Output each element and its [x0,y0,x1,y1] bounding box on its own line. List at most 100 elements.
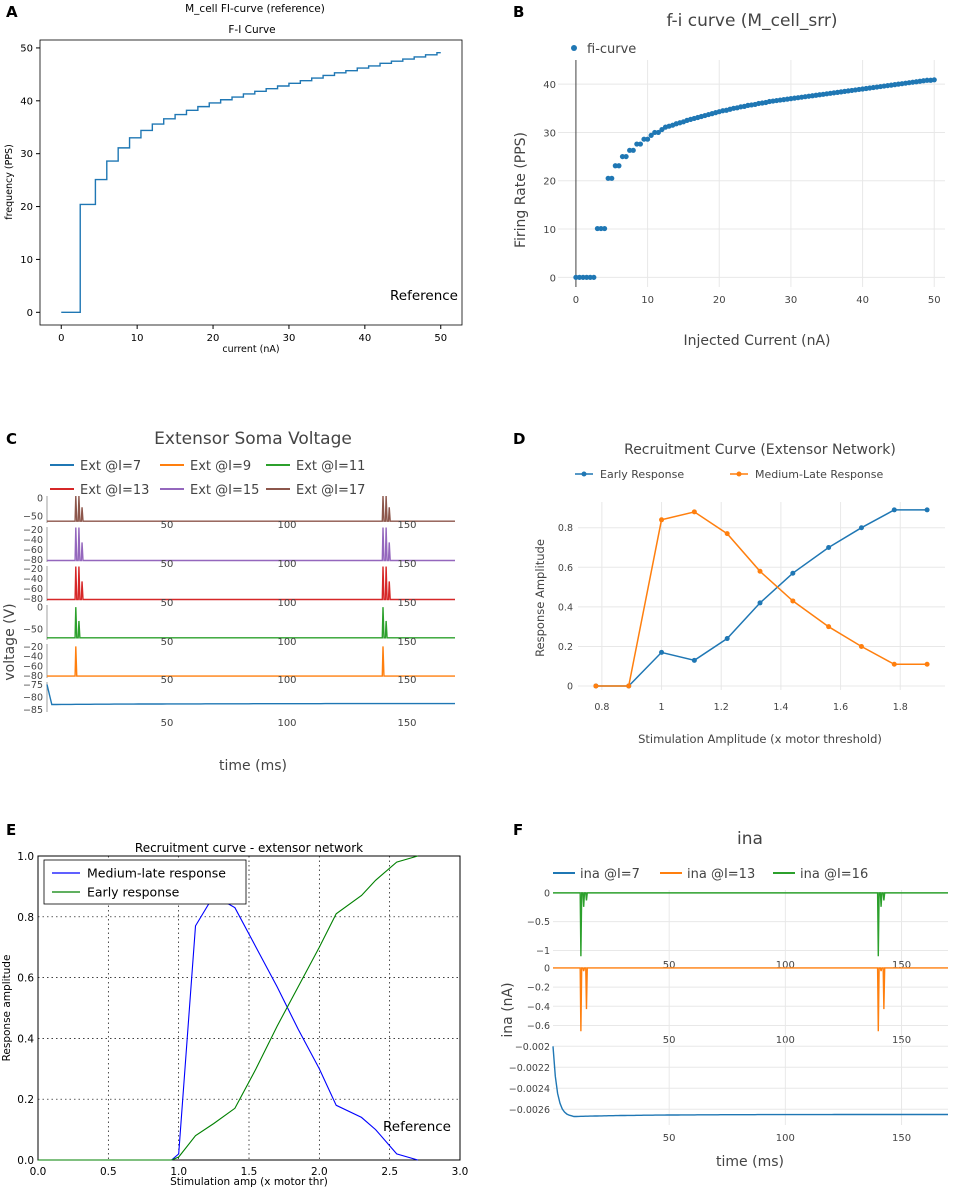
chart-f-xlabel: time (ms) [716,1154,784,1170]
chart-a-xtick-label: 40 [358,333,371,344]
chart-d-ytick-label: 0.6 [558,563,573,574]
chart-d-point [790,570,796,576]
chart-c-ytick-label: 0 [37,493,43,504]
chart-c-ytick-label: −80 [23,671,43,682]
chart-f-xtick-label: 100 [776,960,795,971]
chart-d-point [593,683,599,689]
chart-e-ytick-label: 1.0 [17,851,34,863]
chart-b-point [576,274,583,280]
chart-b-point [591,274,597,280]
chart-e-ytick-label: 0.6 [17,973,34,985]
chart-b-point [627,147,633,153]
chart-c-title: Extensor Soma Voltage [154,429,352,449]
chart-f-xtick-label: 100 [776,1035,795,1046]
chart-b-point [924,77,930,83]
chart-a-xtick-label: 30 [283,333,296,344]
chart-f-legend-label: ina @I=16 [800,867,868,882]
chart-c-ytick-label: −80 [23,693,43,704]
chart-b-ytick-label: 0 [550,273,556,284]
chart-c-ytick-label: −50 [23,625,43,636]
chart-b-point [612,163,618,169]
chart-c-xtick-label: 150 [397,559,416,570]
chart-c-ytick-label: −20 [23,564,43,575]
chart-a-xtick-label: 20 [207,333,220,344]
chart-b-point [601,225,608,232]
chart-c-ytick-label: −20 [23,642,43,653]
chart-c-xlabel: time (ms) [219,758,287,774]
chart-c-trace [47,527,455,562]
chart-b-point [619,153,626,160]
chart-f-xtick-label: 150 [892,960,911,971]
chart-d-xtick-label: 1.8 [893,702,908,713]
panel-b-chart: f-i curve (M_cell_srr) 0 10 20 30 40 0 10 20 30 40… [513,11,945,349]
chart-c-legend-label: Ext @I=7 [80,459,141,474]
chart-f-ytick-label: −1 [536,946,550,957]
chart-c-ytick-label: −40 [23,574,43,585]
chart-c-xtick-label: 100 [277,718,296,729]
chart-d-point [891,507,897,513]
chart-a-annotation: Reference [390,288,458,304]
panel-label-e: E [6,821,16,839]
chart-d-ytick-label: 0.4 [558,602,573,613]
chart-a-xlabel: current (nA) [222,344,279,355]
chart-d-xtick-label: 1 [659,702,665,713]
chart-c-trace [47,495,455,522]
chart-c-xtick-label: 100 [277,675,296,686]
chart-b-point [573,274,579,280]
chart-d-ytick-label: 0.2 [558,642,573,653]
panel-label-b: B [513,3,524,21]
chart-a-ytick-label: 50 [20,43,33,54]
chart-f-trace [553,892,948,957]
chart-e-xtick-label: 2.5 [381,1166,398,1178]
chart-d-point [724,531,730,537]
chart-a-frame [39,39,463,326]
chart-d-xtick-label: 1.4 [773,702,788,713]
chart-c-ytick-label: −60 [23,545,43,556]
chart-a-ylabel: frequency (PPS) [4,144,15,220]
chart-f-ytick-label: −0.6 [527,1021,550,1032]
chart-b-title: f-i curve (M_cell_srr) [666,11,837,31]
chart-d-point [924,661,930,667]
chart-f-ytick-label: −0.5 [527,917,550,928]
chart-c-ytick-label: −20 [23,525,43,536]
chart-e-xtick-label: 3.0 [452,1166,469,1178]
chart-a-ytick-label: 10 [20,255,33,266]
chart-f-ylabel: ina (nA) [500,982,516,1037]
chart-e-ytick-label: 0.4 [17,1033,34,1045]
chart-f-xtick-label: 50 [663,1035,676,1046]
chart-b-ytick-label: 20 [543,177,556,188]
chart-d-point [924,507,930,513]
chart-e-series-line [38,894,418,1161]
panel-d-chart: Recruitment Curve (Extensor Network) 0 0.2… [533,442,945,746]
chart-e-xtick-label: 0.0 [30,1166,47,1178]
chart-d-xtick-label: 1.6 [833,702,848,713]
chart-c-legend-label: Ext @I=9 [190,459,251,474]
chart-b-point [598,225,604,232]
chart-d-point [691,509,697,515]
chart-f-legend-label: ina @I=13 [687,867,755,882]
chart-c-ytick-label: −75 [23,680,43,691]
chart-e-xtick-label: 0.5 [100,1166,117,1178]
chart-a-ytick-label: 30 [20,149,33,160]
chart-e-ytick-label: 0.8 [17,912,34,924]
chart-c-legend-label: Ext @I=11 [296,459,365,474]
chart-b-point [584,274,590,280]
chart-c-xtick-label: 150 [397,598,416,609]
chart-f-ytick-label: 0 [544,888,550,899]
chart-b-point [623,153,629,160]
panel-label-f: F [513,821,523,839]
chart-b-point [637,141,644,147]
chart-e-xtick-label: 1.5 [241,1166,258,1178]
chart-b-xtick-label: 50 [928,295,941,306]
chart-d-point [691,657,697,663]
chart-f-ytick-label: −0.002 [515,1042,550,1053]
chart-c-xtick-label: 100 [277,637,296,648]
chart-e-ytick-label: 0.0 [17,1155,34,1167]
chart-b-xtick-label: 0 [573,295,579,306]
chart-b-ytick-label: 10 [543,225,556,236]
chart-c-xtick-label: 50 [161,718,174,729]
chart-b-xtick-label: 40 [856,295,869,306]
chart-d-point [790,598,796,604]
chart-b-xtick-label: 20 [713,295,726,306]
